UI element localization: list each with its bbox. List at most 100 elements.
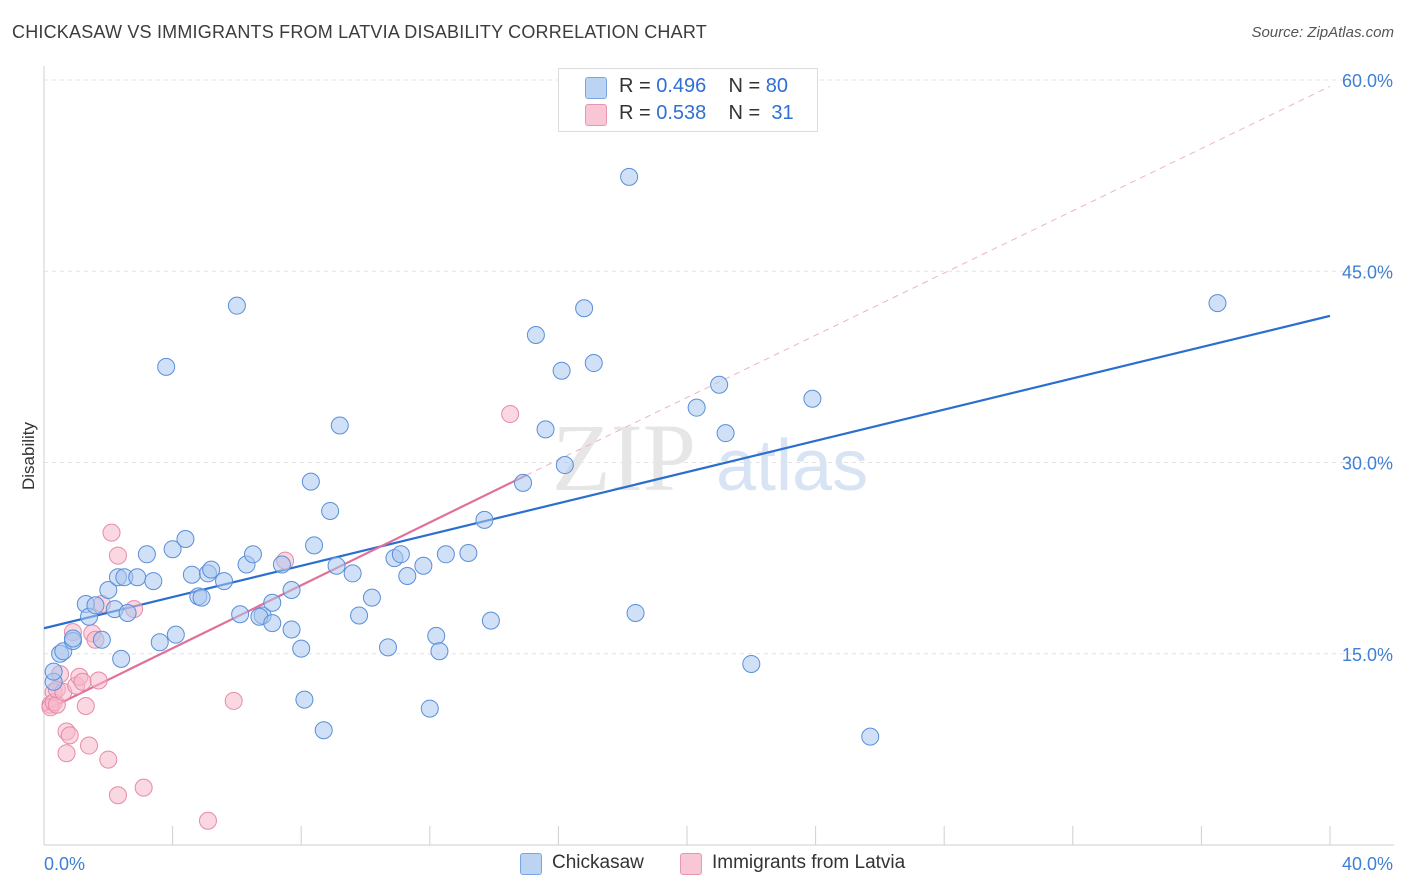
point-latvia — [57, 744, 76, 763]
point-chickasaw — [321, 501, 340, 520]
point-latvia — [76, 697, 95, 716]
point-latvia — [89, 671, 108, 690]
point-chickasaw — [112, 649, 131, 668]
legend-swatch-pink — [585, 104, 607, 126]
point-chickasaw — [398, 566, 417, 585]
point-chickasaw — [44, 662, 63, 681]
legend-swatch-latvia — [680, 853, 702, 875]
point-chickasaw — [282, 581, 301, 599]
point-chickasaw — [350, 606, 369, 625]
legend-label-chickasaw: Chickasaw — [552, 852, 644, 873]
point-latvia — [99, 750, 118, 769]
point-chickasaw — [536, 420, 555, 439]
series-chickasaw-points — [44, 167, 1227, 746]
point-chickasaw — [202, 560, 221, 579]
point-chickasaw — [282, 620, 301, 639]
point-chickasaw — [584, 354, 603, 373]
point-chickasaw — [182, 565, 201, 584]
point-chickasaw — [231, 605, 250, 624]
point-chickasaw — [227, 296, 246, 315]
legend-label-latvia: Immigrants from Latvia — [712, 852, 906, 873]
point-chickasaw — [362, 588, 381, 607]
point-latvia — [102, 523, 121, 542]
point-chickasaw — [861, 727, 880, 746]
x-tick-label-max: 40.0% — [1342, 854, 1393, 874]
point-chickasaw — [118, 603, 137, 622]
point-chickasaw — [305, 536, 324, 555]
point-chickasaw — [436, 545, 455, 564]
point-chickasaw — [176, 530, 195, 548]
point-chickasaw — [475, 510, 494, 529]
point-chickasaw — [128, 568, 147, 587]
point-chickasaw — [243, 545, 262, 564]
point-chickasaw — [620, 167, 639, 186]
point-chickasaw — [99, 581, 118, 599]
point-chickasaw — [86, 596, 105, 615]
point-chickasaw — [459, 544, 478, 563]
point-chickasaw — [710, 375, 729, 394]
point-chickasaw — [716, 424, 735, 443]
point-chickasaw — [301, 472, 320, 491]
axes — [43, 66, 1394, 846]
point-chickasaw — [263, 593, 282, 612]
point-chickasaw — [742, 654, 761, 673]
y-axis-label: Disability — [19, 421, 38, 490]
point-chickasaw — [430, 642, 449, 661]
point-chickasaw — [1208, 294, 1227, 313]
point-chickasaw — [391, 545, 410, 564]
point-chickasaw — [92, 630, 111, 649]
point-chickasaw — [343, 564, 362, 583]
r-value-latvia: 0.538 — [656, 102, 707, 124]
point-latvia — [60, 726, 79, 745]
point-chickasaw — [427, 626, 446, 645]
point-latvia — [501, 405, 520, 424]
point-chickasaw — [144, 572, 163, 591]
legend-swatch-blue — [585, 77, 607, 99]
point-chickasaw — [330, 416, 349, 435]
watermark: ZIP atlas — [552, 404, 868, 511]
point-chickasaw — [555, 456, 574, 475]
y-tick-label: 15.0% — [1342, 645, 1393, 665]
y-tick-label: 30.0% — [1342, 454, 1393, 474]
point-latvia — [73, 672, 92, 691]
point-chickasaw — [215, 572, 234, 591]
point-latvia — [224, 691, 243, 710]
point-chickasaw — [481, 611, 500, 630]
point-chickasaw — [272, 555, 291, 574]
point-chickasaw — [626, 603, 645, 622]
point-chickasaw — [150, 633, 169, 652]
r-value-chickasaw: 0.496 — [656, 75, 707, 97]
y-tick-label: 45.0% — [1342, 262, 1393, 282]
point-chickasaw — [552, 361, 571, 380]
point-chickasaw — [163, 540, 182, 559]
point-chickasaw — [414, 556, 433, 575]
point-chickasaw — [575, 299, 594, 318]
point-chickasaw — [526, 326, 545, 344]
legend-text-chickasaw: R = 0.496 N = 80 — [619, 75, 789, 97]
axis-ticks: 15.0% 30.0% 45.0% 60.0% 0.0% 40.0% — [44, 71, 1393, 874]
source-label: Source: ZipAtlas.com — [1251, 24, 1394, 41]
chart-title: CHICKASAW VS IMMIGRANTS FROM LATVIA DISA… — [12, 22, 707, 42]
point-chickasaw — [420, 699, 439, 718]
legend-text-latvia: R = 0.538 N = 31 — [619, 102, 794, 124]
trend-chickasaw — [43, 314, 1331, 630]
point-chickasaw — [63, 629, 82, 648]
point-latvia — [80, 736, 99, 755]
point-chickasaw — [327, 556, 346, 575]
point-chickasaw — [803, 389, 822, 408]
watermark-atlas: atlas — [716, 426, 868, 506]
point-latvia — [198, 811, 217, 830]
point-chickasaw — [295, 690, 314, 709]
n-value-chickasaw: 80 — [765, 75, 789, 97]
point-chickasaw — [157, 357, 176, 376]
point-chickasaw — [314, 721, 333, 740]
point-chickasaw — [687, 398, 706, 417]
point-chickasaw — [166, 625, 185, 644]
point-chickasaw — [379, 638, 398, 657]
point-chickasaw — [192, 588, 211, 607]
legend-swatch-chickasaw — [520, 853, 542, 875]
point-latvia — [108, 546, 127, 565]
point-chickasaw — [137, 545, 156, 564]
x-tick-label-min: 0.0% — [44, 854, 85, 874]
